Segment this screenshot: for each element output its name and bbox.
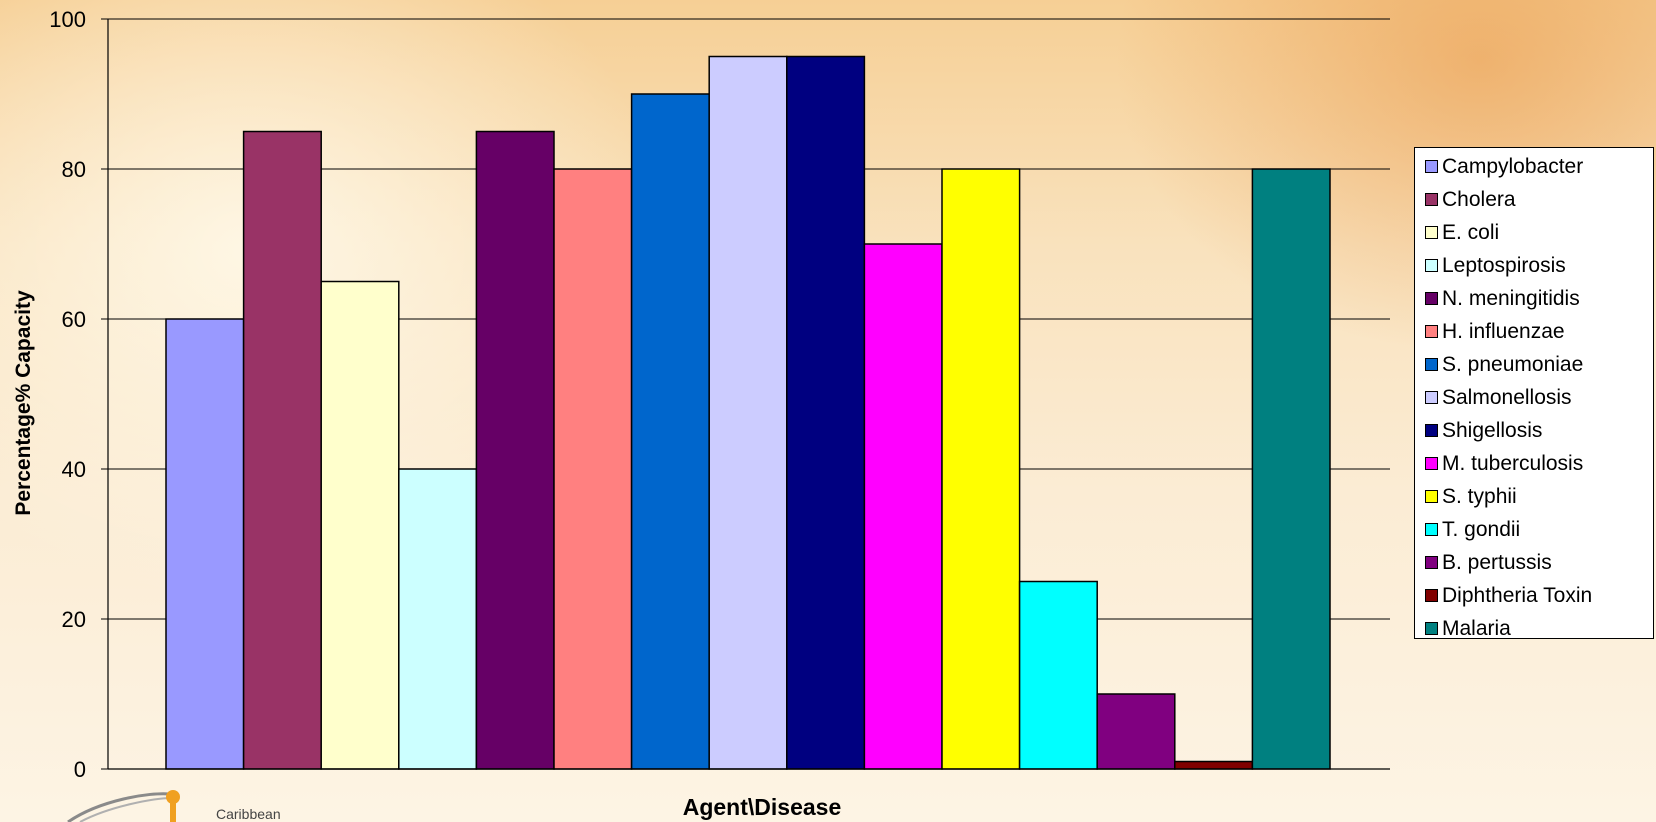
bar-campylobacter: [165, 318, 245, 770]
legend-label: T. gondii: [1442, 517, 1521, 541]
legend-label: Malaria: [1442, 616, 1511, 640]
legend-swatch: [1425, 391, 1438, 404]
legend-swatch: [1425, 358, 1438, 371]
legend-item: S. typhii: [1415, 480, 1653, 513]
legend-label: Campylobacter: [1442, 154, 1584, 178]
y-tick-label: 80: [62, 157, 86, 182]
legend-item: Salmonellosis: [1415, 381, 1653, 414]
bar-m-tuberculosis: [863, 243, 943, 770]
bar-diphtheria-toxin: [1174, 760, 1254, 770]
bar-malaria: [1251, 168, 1331, 770]
bar-leptospirosis: [398, 468, 478, 770]
legend-swatch: [1425, 292, 1438, 305]
legend-swatch: [1425, 160, 1438, 173]
legend-item: Campylobacter: [1415, 150, 1653, 183]
legend-label: S. typhii: [1442, 484, 1517, 508]
y-tick-label: 40: [62, 457, 86, 482]
legend-item: N. meningitidis: [1415, 282, 1653, 315]
x-axis-title: Agent\Disease: [683, 794, 842, 820]
legend-label: Diphtheria Toxin: [1442, 583, 1593, 607]
y-tick-label: 100: [49, 7, 86, 32]
logo-text: Caribbean: [216, 806, 281, 822]
bar-cholera: [242, 130, 322, 770]
legend-swatch: [1425, 226, 1438, 239]
bar-s-pneumoniae: [630, 93, 710, 770]
legend-item: Malaria: [1415, 612, 1653, 645]
bar-h-influenzae: [553, 168, 633, 770]
bar-shigellosis: [786, 55, 866, 770]
y-tick-label: 20: [62, 607, 86, 632]
legend-item: E. coli: [1415, 216, 1653, 249]
legend-label: Salmonellosis: [1442, 385, 1572, 409]
legend-label: M. tuberculosis: [1442, 451, 1584, 475]
legend-label: H. influenzae: [1442, 319, 1565, 343]
legend-item: B. pertussis: [1415, 546, 1653, 579]
legend-swatch: [1425, 325, 1438, 338]
legend-swatch: [1425, 259, 1438, 272]
legend-label: E. coli: [1442, 220, 1500, 244]
legend-item: T. gondii: [1415, 513, 1653, 546]
legend-item: Leptospirosis: [1415, 249, 1653, 282]
bar-s-typhii: [941, 168, 1021, 770]
legend-swatch: [1425, 589, 1438, 602]
y-tick-label: 60: [62, 307, 86, 332]
bar-t-gondii: [1018, 580, 1098, 770]
bar-salmonellosis: [708, 55, 788, 770]
bar-e-coli: [320, 280, 400, 770]
legend-label: Leptospirosis: [1442, 253, 1566, 277]
legend-label: S. pneumoniae: [1442, 352, 1584, 376]
y-axis-title: Percentage% Capacity: [12, 290, 35, 516]
legend-label: Shigellosis: [1442, 418, 1543, 442]
legend-swatch: [1425, 457, 1438, 470]
legend-swatch: [1425, 556, 1438, 569]
legend-item: H. influenzae: [1415, 315, 1653, 348]
y-tick-label: 0: [74, 757, 86, 782]
legend-item: Shigellosis: [1415, 414, 1653, 447]
legend-item: Diphtheria Toxin: [1415, 579, 1653, 612]
legend-swatch: [1425, 622, 1438, 635]
bar-b-pertussis: [1096, 693, 1176, 770]
legend-label: N. meningitidis: [1442, 286, 1580, 310]
legend-item: S. pneumoniae: [1415, 348, 1653, 381]
legend-swatch: [1425, 424, 1438, 437]
legend-label: Cholera: [1442, 187, 1516, 211]
legend-swatch: [1425, 523, 1438, 536]
legend: Campylobacter Cholera E. coli Leptospirosis…: [1414, 147, 1654, 640]
legend-label: B. pertussis: [1442, 550, 1552, 574]
legend-swatch: [1425, 193, 1438, 206]
legend-item: M. tuberculosis: [1415, 447, 1653, 480]
axes: 0 20 40 60 80 100: [49, 7, 1390, 782]
bars: [165, 55, 1331, 770]
bar-n-meningitidis: [475, 130, 555, 770]
legend-swatch: [1425, 490, 1438, 503]
legend-item: Cholera: [1415, 183, 1653, 216]
caribbean-logo: [67, 790, 180, 822]
